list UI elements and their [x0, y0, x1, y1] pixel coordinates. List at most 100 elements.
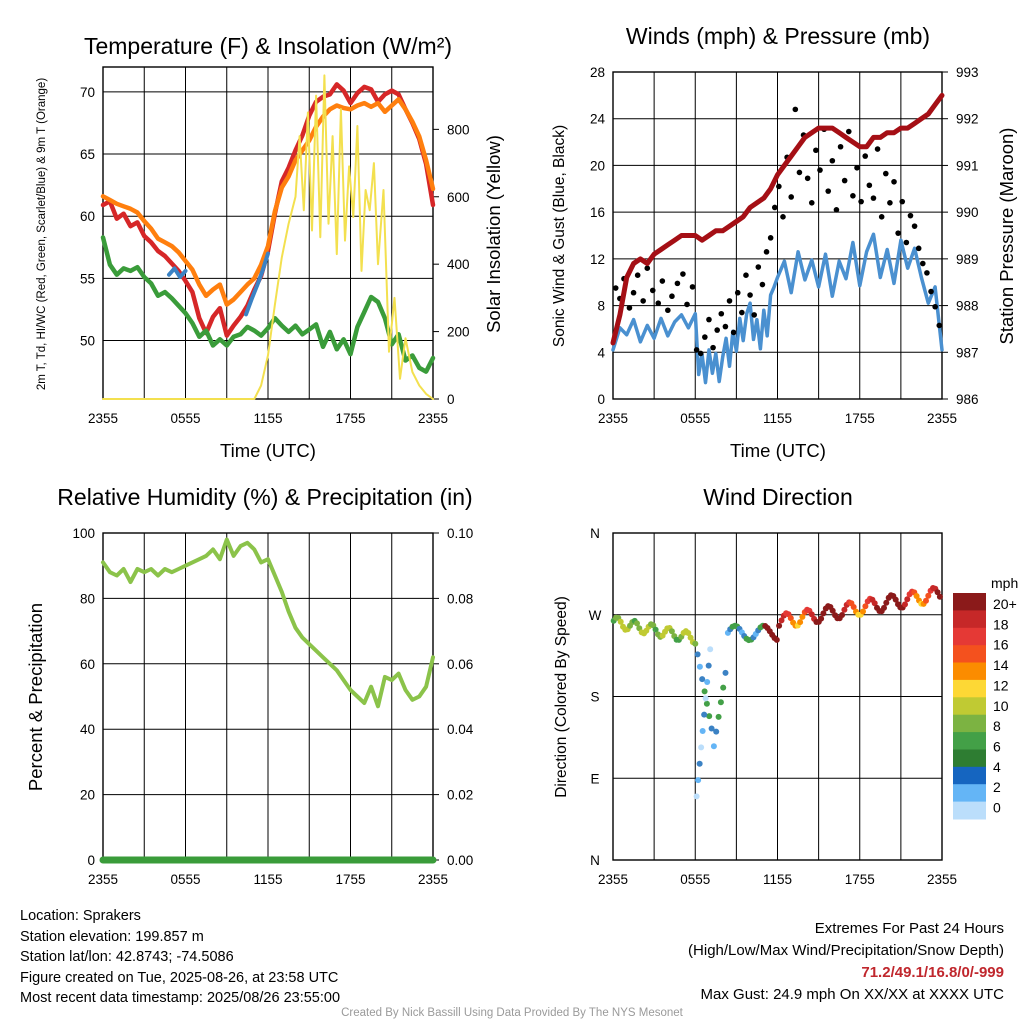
- direction-point: [797, 619, 804, 626]
- gust-point: [665, 307, 671, 314]
- direction-point: [717, 699, 724, 706]
- gust-point: [689, 284, 696, 290]
- direction-point: [715, 713, 722, 720]
- gust-point: [680, 271, 686, 277]
- legend-swatch: [953, 766, 986, 785]
- gust-point: [854, 164, 860, 171]
- gust-point: [674, 280, 681, 287]
- direction-point: [871, 600, 878, 607]
- y-axis-label: Percent & Precipitation: [25, 603, 46, 791]
- y2-tick-label: 0.00: [447, 853, 473, 868]
- gust-point: [887, 200, 893, 206]
- y-tick-label: 16: [590, 205, 605, 220]
- gust-point: [710, 344, 716, 351]
- legend-swatch: [953, 714, 986, 733]
- gust-point: [878, 214, 885, 220]
- y-tick-label: 20: [590, 158, 605, 173]
- gust-point: [734, 289, 741, 296]
- gust-point: [841, 177, 848, 184]
- direction-point: [696, 663, 703, 670]
- y-tick-label: N: [590, 526, 600, 541]
- legend-swatch: [953, 801, 986, 820]
- y2-tick-label: 0.06: [447, 657, 473, 672]
- y-tick-label: 55: [80, 271, 95, 286]
- y-tick-label: 100: [72, 526, 95, 541]
- gust-point: [702, 334, 708, 340]
- direction-point: [704, 678, 711, 685]
- gust-point: [684, 301, 690, 308]
- x-tick-label: 0555: [680, 411, 710, 426]
- y2-tick-label: 0.08: [447, 591, 473, 606]
- gust-point: [722, 323, 729, 330]
- y-tick-label: 70: [80, 85, 95, 100]
- y-axis-label: 2m T, Td, HI/WC (Red, Green, Scarlet/Blu…: [36, 78, 48, 390]
- legend-label: 16: [993, 637, 1009, 653]
- y-tick-label: 0: [87, 853, 95, 868]
- x-tick-label: 2355: [598, 411, 628, 426]
- y-tick-label: 60: [80, 657, 95, 672]
- legend-swatch: [953, 627, 986, 646]
- gust-point: [874, 146, 881, 152]
- y-tick-label: N: [590, 853, 600, 868]
- y-tick-label: 80: [80, 591, 95, 606]
- direction-point: [923, 597, 929, 604]
- gust-point: [714, 327, 720, 333]
- station-info: Location: Sprakers Station elevation: 19…: [20, 906, 340, 1009]
- x-tick-label: 0555: [170, 411, 200, 426]
- direction-point: [936, 593, 943, 600]
- sonic-wind-line: [611, 232, 944, 385]
- direction-point: [808, 611, 815, 618]
- legend-label: 2: [993, 779, 1001, 795]
- direction-point: [687, 634, 694, 641]
- gust-point: [804, 175, 811, 182]
- gust-point: [743, 272, 749, 279]
- y2-axis-label: Station Pressure (Maroon): [996, 128, 1017, 345]
- x-tick-label: 0555: [680, 872, 710, 887]
- gust-point: [634, 272, 641, 279]
- max-gust-text: Max Gust: 24.9 mph On XX/XX at XXXX UTC: [700, 986, 1004, 1003]
- direction-point: [706, 713, 713, 720]
- gust-point: [751, 312, 757, 318]
- latlon-text: Station lat/lon: 42.8743; -74.5086: [20, 949, 234, 965]
- direction-point: [692, 640, 699, 647]
- y2-tick-label: 989: [956, 252, 979, 267]
- y2-tick-label: 0: [447, 392, 455, 407]
- y2-tick-label: 600: [447, 190, 470, 205]
- direction-point: [881, 604, 887, 611]
- x-tick-label: 2355: [88, 411, 118, 426]
- gust-point: [850, 192, 856, 199]
- y2-tick-label: 990: [956, 205, 979, 220]
- gust-point: [718, 310, 725, 317]
- direction-point: [902, 601, 908, 608]
- gust-point: [866, 182, 873, 189]
- x-tick-label: 1755: [845, 411, 875, 426]
- x-tick-label: 1755: [335, 872, 365, 887]
- legend-label: 14: [993, 657, 1009, 673]
- x-tick-label: 2355: [927, 872, 957, 887]
- direction-point: [702, 695, 709, 702]
- direction-point: [925, 592, 932, 599]
- y-tick-label: S: [590, 690, 599, 705]
- legend-swatch: [953, 784, 986, 803]
- gust-point: [911, 223, 918, 229]
- direction-point: [699, 676, 706, 683]
- gust-point: [693, 347, 700, 353]
- direction-point: [799, 613, 806, 620]
- legend-swatch: [953, 645, 986, 664]
- humidity-panel: 0 20 40 60 80 100 0.00 0.02 0.04 0.06 0.08 0.10 2355…: [25, 484, 474, 887]
- y-axis-label: Direction (Colored By Speed): [553, 596, 570, 798]
- x-tick-label: 2355: [418, 872, 448, 887]
- y-tick-label: 8: [597, 299, 605, 314]
- y2-tick-label: 200: [447, 325, 470, 340]
- extremes-box: Extremes For Past 24 Hours (High/Low/Max…: [688, 918, 1004, 1006]
- direction-point: [860, 608, 866, 615]
- speed-legend: mph 20+ 18 16 14 12 10 8 6 4 2 0: [953, 575, 1018, 820]
- direction-point: [695, 777, 702, 784]
- direction-point: [699, 728, 706, 735]
- direction-point: [652, 626, 659, 633]
- direction-point: [694, 651, 701, 658]
- extremes-title: Extremes For Past 24 Hours: [814, 920, 1004, 937]
- y-tick-label: 60: [80, 209, 95, 224]
- gust-point: [755, 264, 762, 270]
- gust-point: [659, 278, 666, 284]
